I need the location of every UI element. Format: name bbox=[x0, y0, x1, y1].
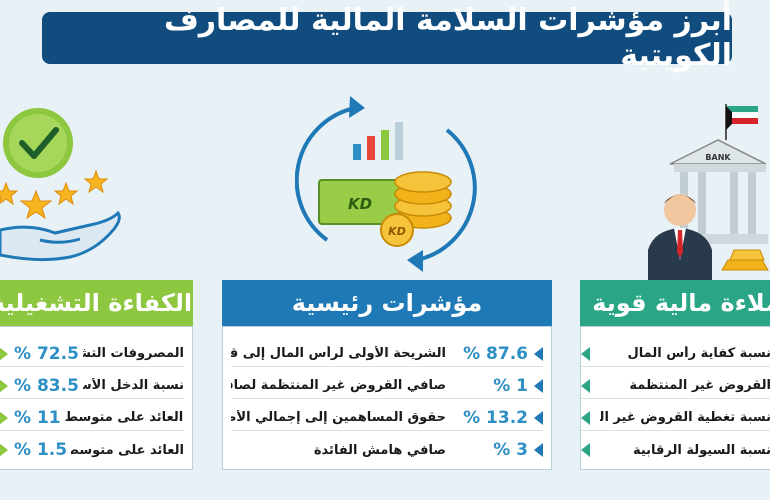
label: نسبة الدخل الأساسي bbox=[83, 378, 184, 393]
value: % 13.2 bbox=[463, 407, 528, 428]
list-item: صافي هامش الفائدة % 3 bbox=[231, 437, 543, 463]
list-item: صافي القروض غير المنتظمة لصافي القروض % … bbox=[231, 373, 543, 399]
label: صافي هامش الفائدة bbox=[313, 442, 446, 458]
triangle-icon bbox=[581, 410, 590, 425]
triangle-icon bbox=[534, 443, 543, 457]
panel-header-key-indicators: مؤشرات رئيسية bbox=[222, 280, 552, 326]
panel-title: مؤشرات رئيسية bbox=[291, 289, 483, 317]
currency-label: KD bbox=[348, 195, 372, 213]
banknote-icon: KD bbox=[318, 179, 402, 225]
kuwait-flag-icon bbox=[725, 104, 758, 140]
panel-body: نسبة كفاية رأس المال القروض غير المنتظمة… bbox=[580, 326, 770, 470]
list-item: نسبة كفاية رأس المال bbox=[581, 341, 770, 367]
triangle-icon bbox=[0, 378, 8, 393]
label: العائد على متوسط bbox=[64, 410, 184, 425]
triangle-icon bbox=[581, 443, 590, 457]
title-band: أبرز مؤشرات السلامة المالية للمصارف الكو… bbox=[0, 0, 770, 78]
list-item: % 83.5 نسبة الدخل الأساسي bbox=[0, 373, 184, 399]
label: الشريحة الأولى لرأس المال إلى قاعدته bbox=[231, 346, 446, 361]
value: % 83.5 bbox=[14, 375, 79, 396]
triangle-icon bbox=[534, 378, 543, 393]
value: % 1.5 bbox=[14, 440, 68, 460]
efficiency-panel: الكفاءة التشغيلية % 72.5 المصروفات التشغ… bbox=[0, 280, 193, 470]
label: نسبة السيولة الرقابية bbox=[632, 442, 770, 458]
triangle-icon bbox=[581, 346, 590, 361]
bank-sign: BANK bbox=[705, 153, 731, 162]
label: نسبة تغطية القروض غير المنتظمة bbox=[600, 410, 770, 425]
efficiency-illustration bbox=[0, 108, 121, 262]
label: حقوق المساهمين إلى إجمالي الأصول bbox=[231, 410, 446, 425]
triangle-icon bbox=[581, 378, 590, 393]
panel-body: % 72.5 المصروفات التشغيلية % 83.5 نسبة ا… bbox=[0, 326, 193, 470]
solvency-illustration: BANK bbox=[648, 104, 769, 280]
label: نسبة كفاية رأس المال bbox=[627, 346, 770, 361]
value: % 11 bbox=[14, 407, 61, 428]
panel-header-efficiency: الكفاءة التشغيلية bbox=[0, 280, 193, 326]
panel-title: الكفاءة التشغيلية bbox=[0, 289, 193, 317]
panel-title: ملاءة مالية قوية bbox=[592, 289, 770, 317]
solvency-panel: ملاءة مالية قوية نسبة كفاية رأس المال ال… bbox=[580, 280, 770, 470]
page-title: أبرز مؤشرات السلامة المالية للمصارف الكو… bbox=[163, 3, 732, 73]
value: % 3 bbox=[493, 440, 528, 460]
list-item: القروض غير المنتظمة bbox=[581, 373, 770, 399]
key-indicators-panel: مؤشرات رئيسية الشريحة الأولى لرأس المال … bbox=[222, 280, 552, 470]
coins-icon: KD bbox=[380, 171, 452, 247]
value: % 72.5 bbox=[14, 343, 79, 364]
stars-icon bbox=[0, 169, 109, 220]
list-item: % 72.5 المصروفات التشغيلية bbox=[0, 341, 184, 367]
refresh-arrows-icon bbox=[295, 96, 477, 272]
triangle-icon bbox=[0, 346, 8, 361]
list-item: حقوق المساهمين إلى إجمالي الأصول % 13.2 bbox=[231, 405, 543, 431]
triangle-icon bbox=[0, 443, 8, 457]
title-box: أبرز مؤشرات السلامة المالية للمصارف الكو… bbox=[42, 3, 732, 73]
label: القروض غير المنتظمة bbox=[629, 378, 770, 393]
panel-header-solvency: ملاءة مالية قوية bbox=[580, 280, 770, 326]
list-item: نسبة تغطية القروض غير المنتظمة bbox=[581, 405, 770, 431]
label: العائد على متوسط bbox=[71, 442, 184, 458]
bar-chart-icon bbox=[353, 122, 403, 160]
panel-body: الشريحة الأولى لرأس المال إلى قاعدته % 8… bbox=[222, 326, 552, 470]
bank-building-icon: BANK bbox=[669, 139, 768, 244]
label: المصروفات التشغيلية bbox=[83, 346, 184, 361]
triangle-icon bbox=[534, 410, 543, 425]
list-item: % 11 العائد على متوسط bbox=[0, 405, 184, 431]
gold-bars-icon bbox=[721, 249, 769, 271]
list-item: الشريحة الأولى لرأس المال إلى قاعدته % 8… bbox=[231, 341, 543, 367]
triangle-icon bbox=[0, 410, 8, 425]
label: صافي القروض غير المنتظمة لصافي القروض bbox=[231, 378, 446, 393]
value: % 1 bbox=[493, 375, 528, 396]
businessman-icon bbox=[648, 194, 712, 280]
svg-text:KD: KD bbox=[388, 225, 406, 238]
list-item: نسبة السيولة الرقابية bbox=[581, 437, 770, 463]
checkmark-circle-icon bbox=[3, 108, 73, 178]
triangle-icon bbox=[534, 346, 543, 361]
key-indicators-illustration: KD KD bbox=[295, 96, 477, 272]
value: % 87.6 bbox=[463, 343, 528, 364]
hand-icon bbox=[0, 210, 121, 262]
list-item: % 1.5 العائد على متوسط bbox=[0, 437, 184, 463]
